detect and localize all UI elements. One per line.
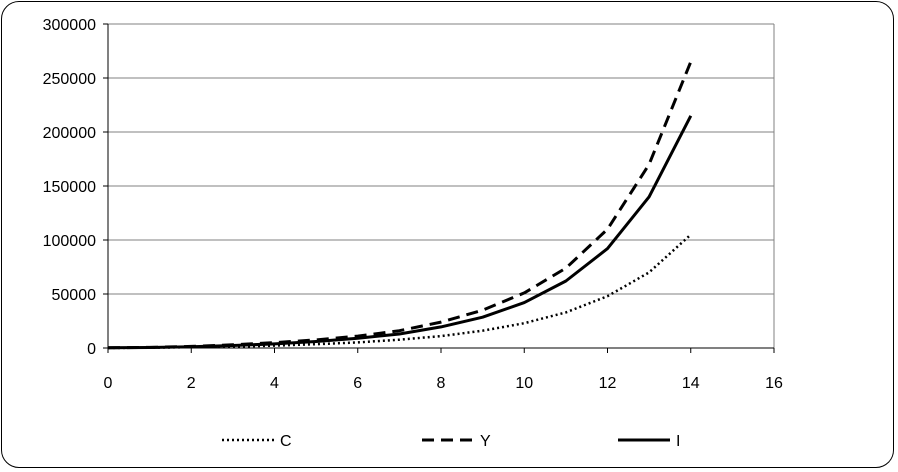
y-tick-label: 200000 bbox=[43, 125, 96, 142]
legend-label-i: I bbox=[676, 433, 680, 450]
legend-label-c: C bbox=[280, 433, 292, 450]
series-line-c bbox=[107, 233, 692, 350]
legend-label-y: Y bbox=[480, 433, 491, 450]
x-tick-label: 2 bbox=[187, 375, 196, 392]
y-tick-label: 50000 bbox=[52, 287, 97, 304]
x-tick-label: 12 bbox=[599, 375, 617, 392]
x-tick-label: 8 bbox=[437, 375, 446, 392]
x-tick-label: 16 bbox=[765, 375, 783, 392]
y-tick-label: 150000 bbox=[43, 179, 96, 196]
series-line-y bbox=[107, 61, 693, 350]
x-tick-label: 0 bbox=[104, 375, 113, 392]
x-tick-label: 4 bbox=[270, 375, 279, 392]
y-tick-label: 250000 bbox=[43, 71, 96, 88]
y-tick-label: 300000 bbox=[43, 17, 96, 34]
y-tick-label: 100000 bbox=[43, 233, 96, 250]
x-tick-label: 6 bbox=[353, 375, 362, 392]
y-tick-label: 0 bbox=[87, 341, 96, 358]
x-tick-label: 10 bbox=[515, 375, 533, 392]
x-tick-label: 14 bbox=[682, 375, 700, 392]
series-line-i bbox=[107, 115, 693, 350]
